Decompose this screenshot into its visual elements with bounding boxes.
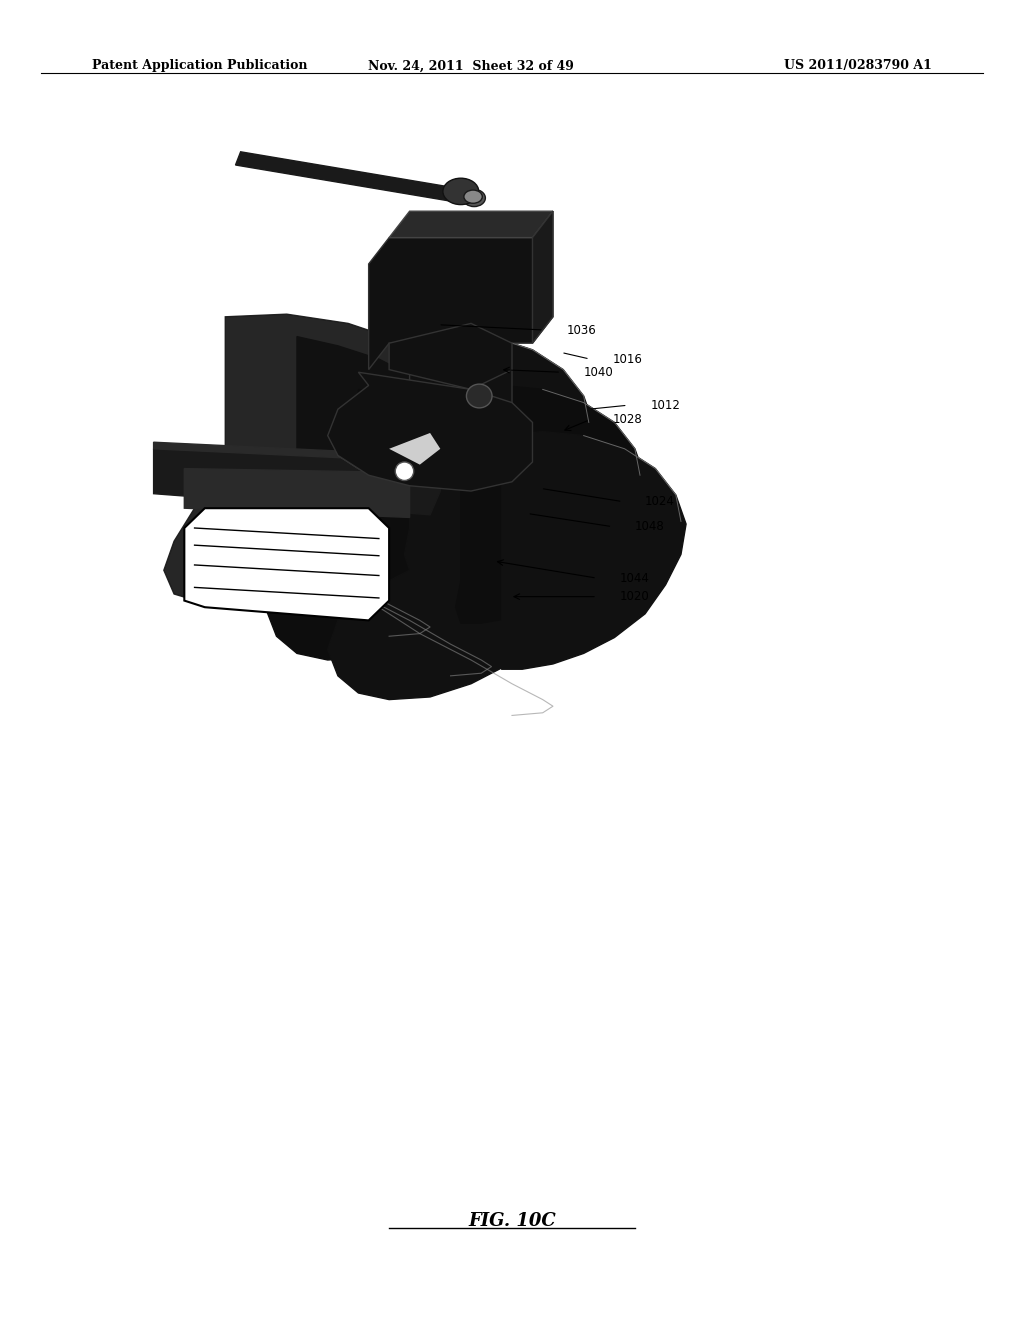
Text: 1016: 1016 (612, 352, 642, 366)
Polygon shape (456, 385, 645, 623)
Ellipse shape (463, 190, 485, 206)
Ellipse shape (467, 384, 493, 408)
Polygon shape (338, 403, 451, 478)
Polygon shape (328, 429, 604, 700)
Text: 1024: 1024 (645, 495, 675, 508)
Polygon shape (205, 337, 481, 607)
Polygon shape (184, 508, 389, 620)
Polygon shape (328, 372, 532, 491)
Polygon shape (184, 469, 410, 517)
Polygon shape (236, 152, 476, 205)
Polygon shape (266, 389, 543, 660)
Polygon shape (389, 433, 440, 465)
Text: FIG. 10C: FIG. 10C (468, 1212, 556, 1230)
Polygon shape (154, 449, 440, 515)
Polygon shape (369, 211, 553, 370)
Text: 1012: 1012 (650, 399, 680, 412)
Text: US 2011/0283790 A1: US 2011/0283790 A1 (784, 59, 932, 73)
Polygon shape (389, 211, 553, 238)
Ellipse shape (395, 462, 414, 480)
Ellipse shape (442, 178, 479, 205)
Polygon shape (532, 211, 553, 343)
Text: 1036: 1036 (566, 323, 596, 337)
Ellipse shape (464, 190, 482, 203)
Text: 1044: 1044 (620, 572, 649, 585)
Text: Nov. 24, 2011  Sheet 32 of 49: Nov. 24, 2011 Sheet 32 of 49 (368, 59, 574, 73)
Polygon shape (410, 343, 512, 449)
Polygon shape (404, 333, 594, 570)
Polygon shape (164, 314, 481, 603)
Polygon shape (389, 323, 512, 389)
Polygon shape (154, 442, 440, 469)
Polygon shape (497, 432, 686, 669)
Text: 1020: 1020 (620, 590, 649, 603)
Text: Patent Application Publication: Patent Application Publication (92, 59, 307, 73)
Text: 1048: 1048 (635, 520, 665, 533)
Text: 1040: 1040 (584, 366, 613, 379)
Text: 1028: 1028 (612, 413, 642, 426)
